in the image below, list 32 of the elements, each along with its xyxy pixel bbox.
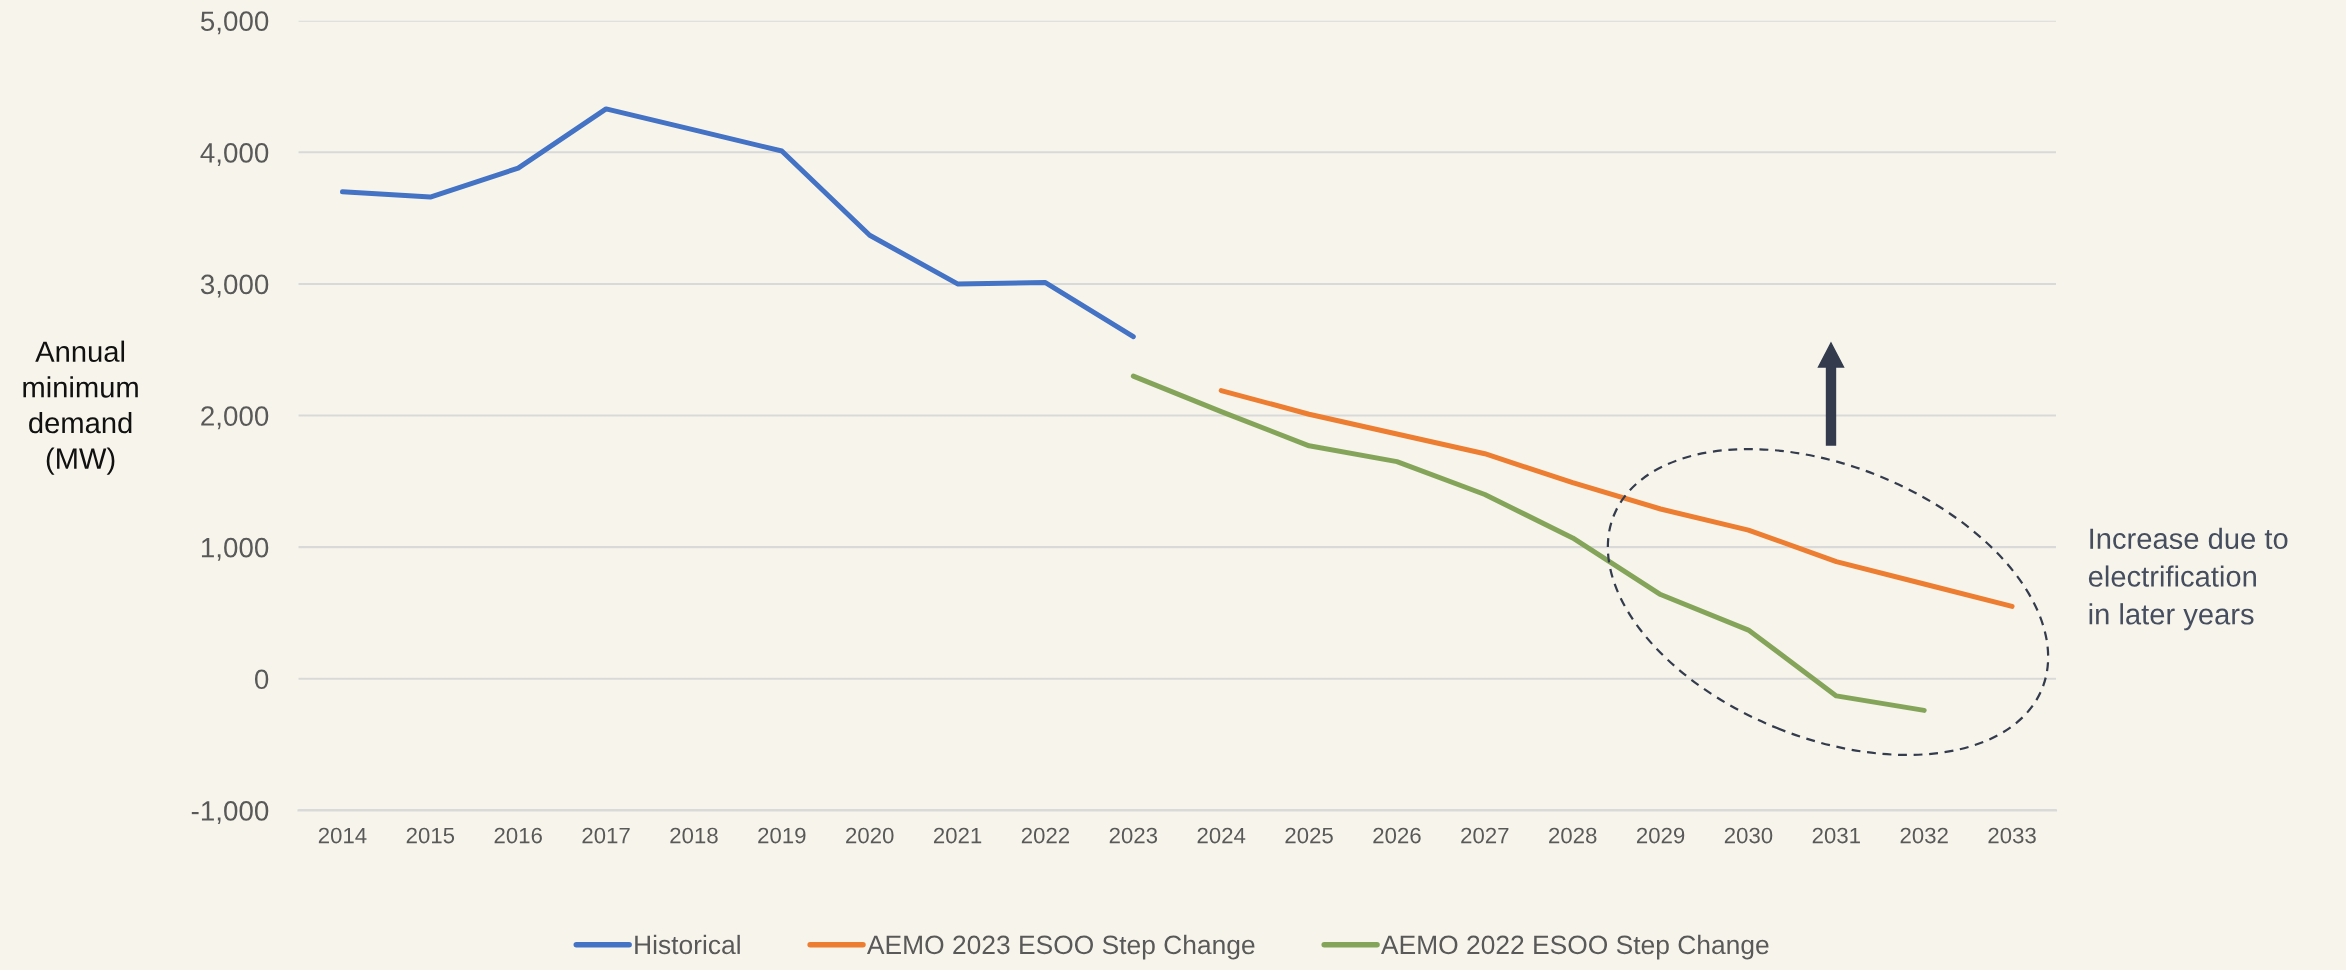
legend-label: AEMO 2023 ESOO Step Change bbox=[866, 934, 1255, 960]
x-tick-label: 2027 bbox=[1461, 827, 1509, 844]
x-tick-label: 2020 bbox=[846, 827, 894, 844]
x-tick-label: 2028 bbox=[1549, 827, 1597, 844]
x-tick-label: 2021 bbox=[933, 827, 982, 844]
y-tick-label: 0 bbox=[254, 669, 269, 690]
x-tick-label: 2025 bbox=[1285, 827, 1333, 844]
y-axis-title: Annual minimum demand (MW) bbox=[23, 340, 138, 475]
x-tick-label: 2017 bbox=[582, 827, 630, 844]
legend-label: Historical bbox=[635, 934, 740, 955]
x-tick-label: 2031 bbox=[1812, 827, 1860, 844]
x-tick-label: 2015 bbox=[406, 827, 455, 844]
x-tick-label: 2024 bbox=[1197, 827, 1246, 844]
y-tick-label: 5,000 bbox=[200, 11, 269, 35]
legend-label: AEMO 2022 ESOO Step Change bbox=[1381, 934, 1769, 960]
x-tick-label: 2023 bbox=[1109, 827, 1158, 844]
x-tick-label: 2032 bbox=[1900, 827, 1948, 844]
text: Increase due to electrification in later years bbox=[2088, 527, 2288, 631]
y-tick-label: 2,000 bbox=[201, 406, 269, 430]
x-tick-label: 2018 bbox=[670, 827, 718, 844]
x-tick-label: 2016 bbox=[494, 827, 542, 844]
x-tick-label: 2019 bbox=[758, 827, 806, 844]
x-tick-label: 2030 bbox=[1724, 827, 1773, 844]
y-tick-label: -1,000 bbox=[191, 801, 269, 825]
y-tick-label: 3,000 bbox=[200, 274, 269, 298]
y-tick-label: 1,000 bbox=[201, 537, 269, 561]
x-tick-label: 2014 bbox=[318, 827, 367, 844]
x-tick-label: 2033 bbox=[1988, 827, 2036, 844]
y-tick-label: 4,000 bbox=[200, 142, 269, 166]
x-tick-label: 2029 bbox=[1636, 827, 1685, 844]
x-tick-label: 2022 bbox=[1021, 827, 1070, 844]
x-tick-label: 2026 bbox=[1373, 827, 1421, 844]
